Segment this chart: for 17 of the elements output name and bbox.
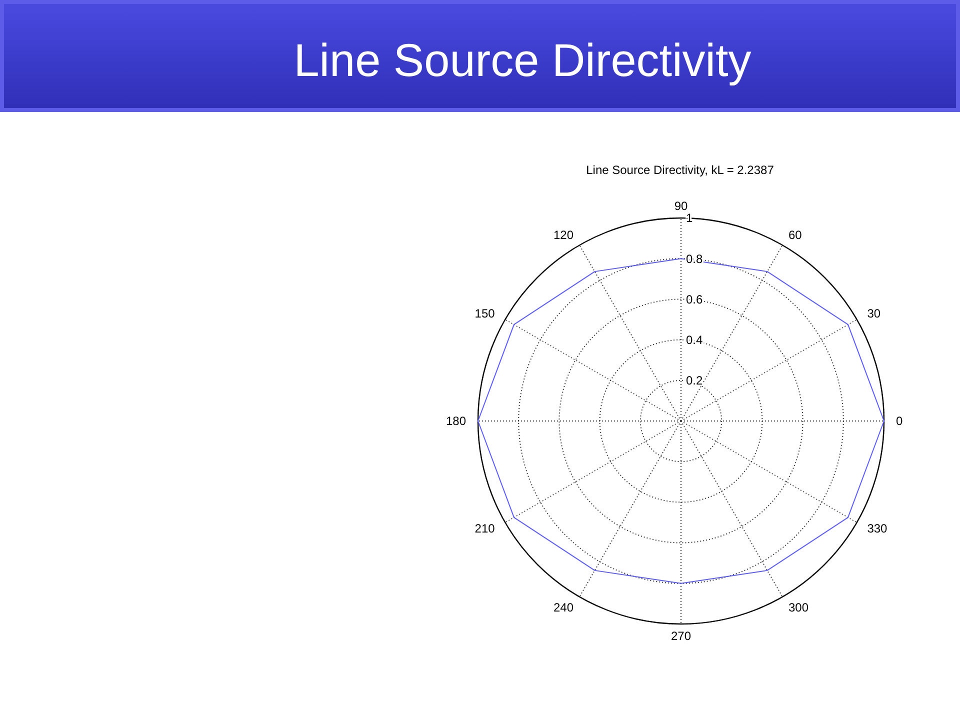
chart-title: Line Source Directivity — [292, 34, 752, 86]
y-tick-label: 0.4 — [686, 333, 704, 347]
spoke-label: 330 — [867, 522, 888, 536]
spoke-label: 90 — [674, 199, 688, 214]
spoke-label: 0 — [896, 414, 903, 428]
spoke-label: 180 — [446, 414, 466, 428]
spoke-label: 210 — [474, 522, 496, 536]
y-tick-label: 0.6 — [686, 292, 704, 306]
y-tick-label: 0.2 — [686, 374, 704, 388]
spoke-label: 240 — [553, 600, 574, 614]
spoke-label: 270 — [670, 629, 692, 644]
spoke-label: 300 — [788, 600, 809, 614]
chart-subtitle: Line Source Directivity, kL = 2.2387 — [585, 163, 775, 177]
spoke-label: 30 — [867, 306, 881, 321]
spoke-label: 60 — [788, 228, 802, 242]
spoke-label: 120 — [553, 228, 574, 242]
spoke-label: 150 — [474, 306, 496, 321]
